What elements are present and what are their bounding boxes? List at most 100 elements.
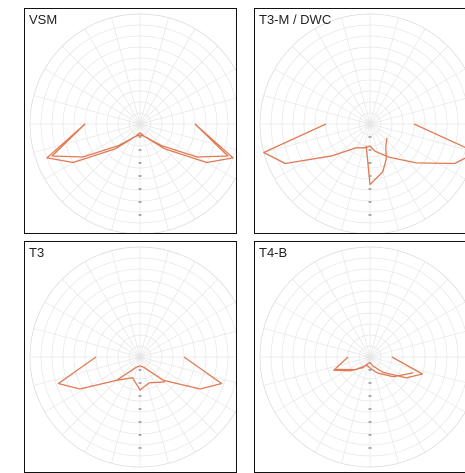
axis-tick bbox=[368, 188, 372, 190]
grid-spoke bbox=[314, 261, 371, 358]
grid-spoke bbox=[274, 68, 371, 125]
axis-tick bbox=[368, 149, 372, 151]
grid-spoke bbox=[139, 123, 236, 151]
axis-tick bbox=[138, 382, 142, 384]
grid-spoke bbox=[369, 356, 465, 413]
grid-spoke bbox=[291, 123, 371, 203]
axis-tick bbox=[368, 434, 372, 436]
chart-title: VSM bbox=[29, 12, 58, 27]
axis-tick bbox=[138, 434, 142, 436]
axis-tick bbox=[138, 149, 142, 151]
grid-spoke bbox=[33, 328, 141, 358]
polar-chart-vsm: VSM bbox=[24, 8, 237, 234]
polar-chart-t3: T3 bbox=[24, 241, 237, 473]
intensity-curve bbox=[263, 123, 465, 165]
axis-tick bbox=[368, 162, 372, 164]
grid-spoke bbox=[369, 250, 399, 358]
grid-spoke bbox=[139, 356, 219, 436]
grid-spoke bbox=[139, 330, 236, 358]
intensity-curve bbox=[365, 138, 388, 186]
grid-spoke bbox=[369, 123, 449, 203]
grid-ring bbox=[29, 13, 236, 233]
grid-spoke bbox=[369, 45, 449, 125]
grid-spoke bbox=[139, 301, 236, 358]
polar-plot bbox=[259, 13, 465, 233]
grid-spoke bbox=[369, 356, 465, 383]
chart-title: T3-M / DWC bbox=[259, 12, 332, 27]
polar-grid bbox=[259, 13, 465, 233]
chart-title: T3 bbox=[29, 245, 45, 260]
grid-spoke bbox=[139, 261, 196, 358]
grid-spoke bbox=[139, 123, 169, 231]
grid-spoke bbox=[369, 123, 465, 180]
grid-spoke bbox=[369, 331, 465, 358]
grid-spoke bbox=[314, 356, 371, 453]
axis-tick bbox=[138, 408, 142, 410]
grid-spoke bbox=[341, 123, 371, 231]
axis-tick bbox=[138, 201, 142, 203]
grid-spoke bbox=[139, 123, 236, 180]
grid-spoke bbox=[61, 278, 141, 358]
intensity-curve bbox=[335, 364, 414, 378]
grid-spoke bbox=[111, 17, 141, 125]
grid-spoke bbox=[139, 356, 196, 453]
grid-spoke bbox=[263, 328, 371, 358]
polar-grid bbox=[259, 246, 465, 468]
axis-tick bbox=[368, 447, 372, 449]
grid-spoke bbox=[369, 123, 399, 231]
intensity-curve bbox=[51, 123, 229, 158]
grid-spoke bbox=[274, 123, 371, 180]
grid-spoke bbox=[61, 356, 141, 436]
grid-spoke bbox=[139, 123, 219, 203]
axis-tick bbox=[368, 136, 372, 138]
grid-spoke bbox=[291, 356, 371, 436]
grid-spoke bbox=[84, 261, 141, 358]
axis-tick bbox=[368, 369, 372, 371]
grid-spoke bbox=[139, 28, 196, 125]
axis-tick bbox=[138, 175, 142, 177]
axis-tick bbox=[138, 447, 142, 449]
grid-spoke bbox=[33, 95, 141, 125]
grid-spoke bbox=[139, 45, 219, 125]
grid-ring bbox=[259, 13, 465, 233]
chart-title: T4-B bbox=[259, 245, 288, 260]
polar-chart-t4b: T4-B bbox=[254, 241, 465, 473]
grid-spoke bbox=[61, 123, 141, 203]
axis-tick bbox=[138, 188, 142, 190]
polar-plot bbox=[29, 246, 236, 468]
grid-spoke bbox=[274, 356, 371, 413]
grid-spoke bbox=[139, 68, 236, 125]
grid-spoke bbox=[369, 301, 465, 358]
grid-spoke bbox=[369, 28, 426, 125]
axis-tick bbox=[368, 395, 372, 397]
polar-grid bbox=[29, 13, 236, 233]
polar-chart-t3m-dwc: T3-M / DWC bbox=[254, 8, 465, 234]
axis-tick bbox=[368, 421, 372, 423]
grid-spoke bbox=[369, 98, 465, 125]
axis-tick bbox=[138, 162, 142, 164]
grid-spoke bbox=[139, 17, 169, 125]
grid-spoke bbox=[263, 356, 371, 386]
intensity-curve bbox=[333, 356, 423, 379]
intensity-curve bbox=[116, 377, 165, 391]
axis-tick bbox=[138, 421, 142, 423]
grid-spoke bbox=[44, 356, 141, 413]
grid-spoke bbox=[314, 123, 371, 220]
grid-spoke bbox=[111, 250, 141, 358]
grid-spoke bbox=[291, 45, 371, 125]
grid-spoke bbox=[44, 123, 141, 180]
grid-spoke bbox=[139, 250, 169, 358]
grid-spoke bbox=[33, 123, 141, 153]
grid-spoke bbox=[84, 356, 141, 453]
axis-tick bbox=[138, 214, 142, 216]
grid-spoke bbox=[44, 68, 141, 125]
grid-spoke bbox=[263, 95, 371, 125]
grid-spoke bbox=[61, 45, 141, 125]
polar-plot bbox=[259, 246, 465, 468]
grid-spoke bbox=[314, 28, 371, 125]
grid-spoke bbox=[84, 28, 141, 125]
grid-spoke bbox=[44, 301, 141, 358]
axis-tick bbox=[368, 382, 372, 384]
grid-spoke bbox=[369, 123, 426, 220]
grid-spoke bbox=[111, 123, 141, 231]
